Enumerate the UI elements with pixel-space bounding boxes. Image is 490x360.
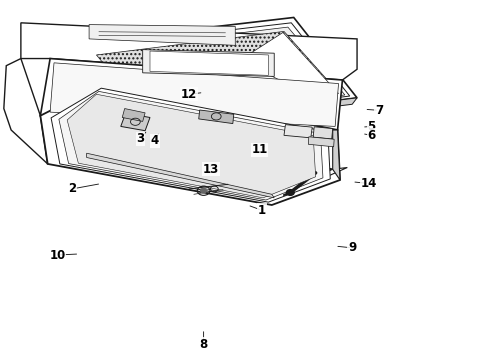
Polygon shape (77, 23, 350, 122)
Polygon shape (199, 110, 234, 123)
Polygon shape (67, 94, 316, 198)
Polygon shape (21, 23, 357, 80)
Text: 11: 11 (251, 143, 268, 156)
Text: 1: 1 (258, 204, 266, 217)
Text: 2: 2 (68, 183, 76, 195)
Polygon shape (125, 98, 357, 132)
Polygon shape (284, 125, 312, 138)
Polygon shape (87, 27, 345, 118)
Polygon shape (240, 32, 339, 94)
Circle shape (287, 190, 294, 195)
Polygon shape (51, 88, 330, 202)
Polygon shape (121, 113, 150, 131)
Text: 14: 14 (361, 177, 377, 190)
Text: 13: 13 (203, 163, 219, 176)
Polygon shape (59, 91, 323, 200)
Text: 9: 9 (348, 241, 356, 255)
Polygon shape (4, 59, 48, 164)
Text: 7: 7 (375, 104, 383, 117)
Polygon shape (40, 59, 343, 130)
Text: 12: 12 (181, 88, 197, 101)
Circle shape (201, 189, 206, 193)
Polygon shape (65, 44, 135, 126)
Text: 4: 4 (151, 134, 159, 147)
Polygon shape (97, 31, 340, 116)
Polygon shape (89, 24, 235, 45)
Polygon shape (65, 18, 357, 126)
Text: 6: 6 (368, 129, 376, 142)
Polygon shape (308, 137, 334, 147)
Polygon shape (87, 153, 274, 198)
Polygon shape (143, 50, 274, 76)
Text: 8: 8 (199, 338, 208, 351)
Polygon shape (313, 127, 333, 139)
Polygon shape (40, 84, 340, 205)
Text: 5: 5 (368, 120, 376, 133)
Polygon shape (50, 63, 339, 126)
Polygon shape (333, 130, 340, 180)
Text: 10: 10 (49, 248, 66, 261)
Polygon shape (272, 167, 347, 194)
Polygon shape (122, 109, 145, 121)
Text: 3: 3 (136, 132, 145, 145)
Polygon shape (87, 131, 333, 194)
Polygon shape (150, 51, 269, 75)
